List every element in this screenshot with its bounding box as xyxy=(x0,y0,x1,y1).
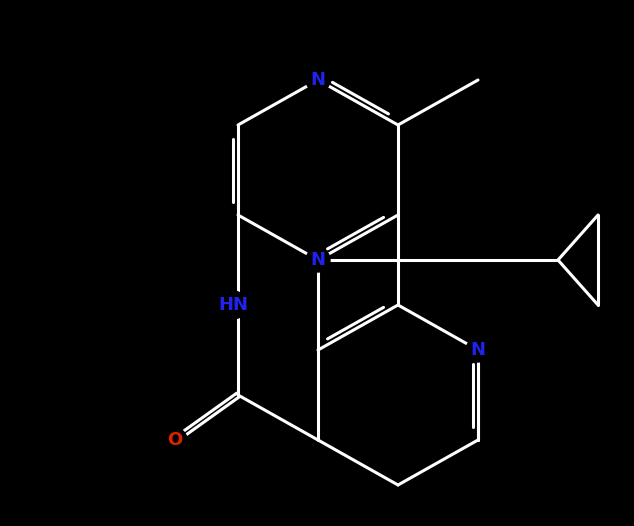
Text: N: N xyxy=(311,251,325,269)
Circle shape xyxy=(306,68,330,92)
Circle shape xyxy=(306,248,330,272)
Circle shape xyxy=(163,428,187,452)
Text: N: N xyxy=(470,341,486,359)
Text: HN: HN xyxy=(218,296,248,314)
Circle shape xyxy=(219,291,247,319)
Text: N: N xyxy=(311,71,325,89)
Circle shape xyxy=(466,338,490,362)
Text: O: O xyxy=(167,431,183,449)
